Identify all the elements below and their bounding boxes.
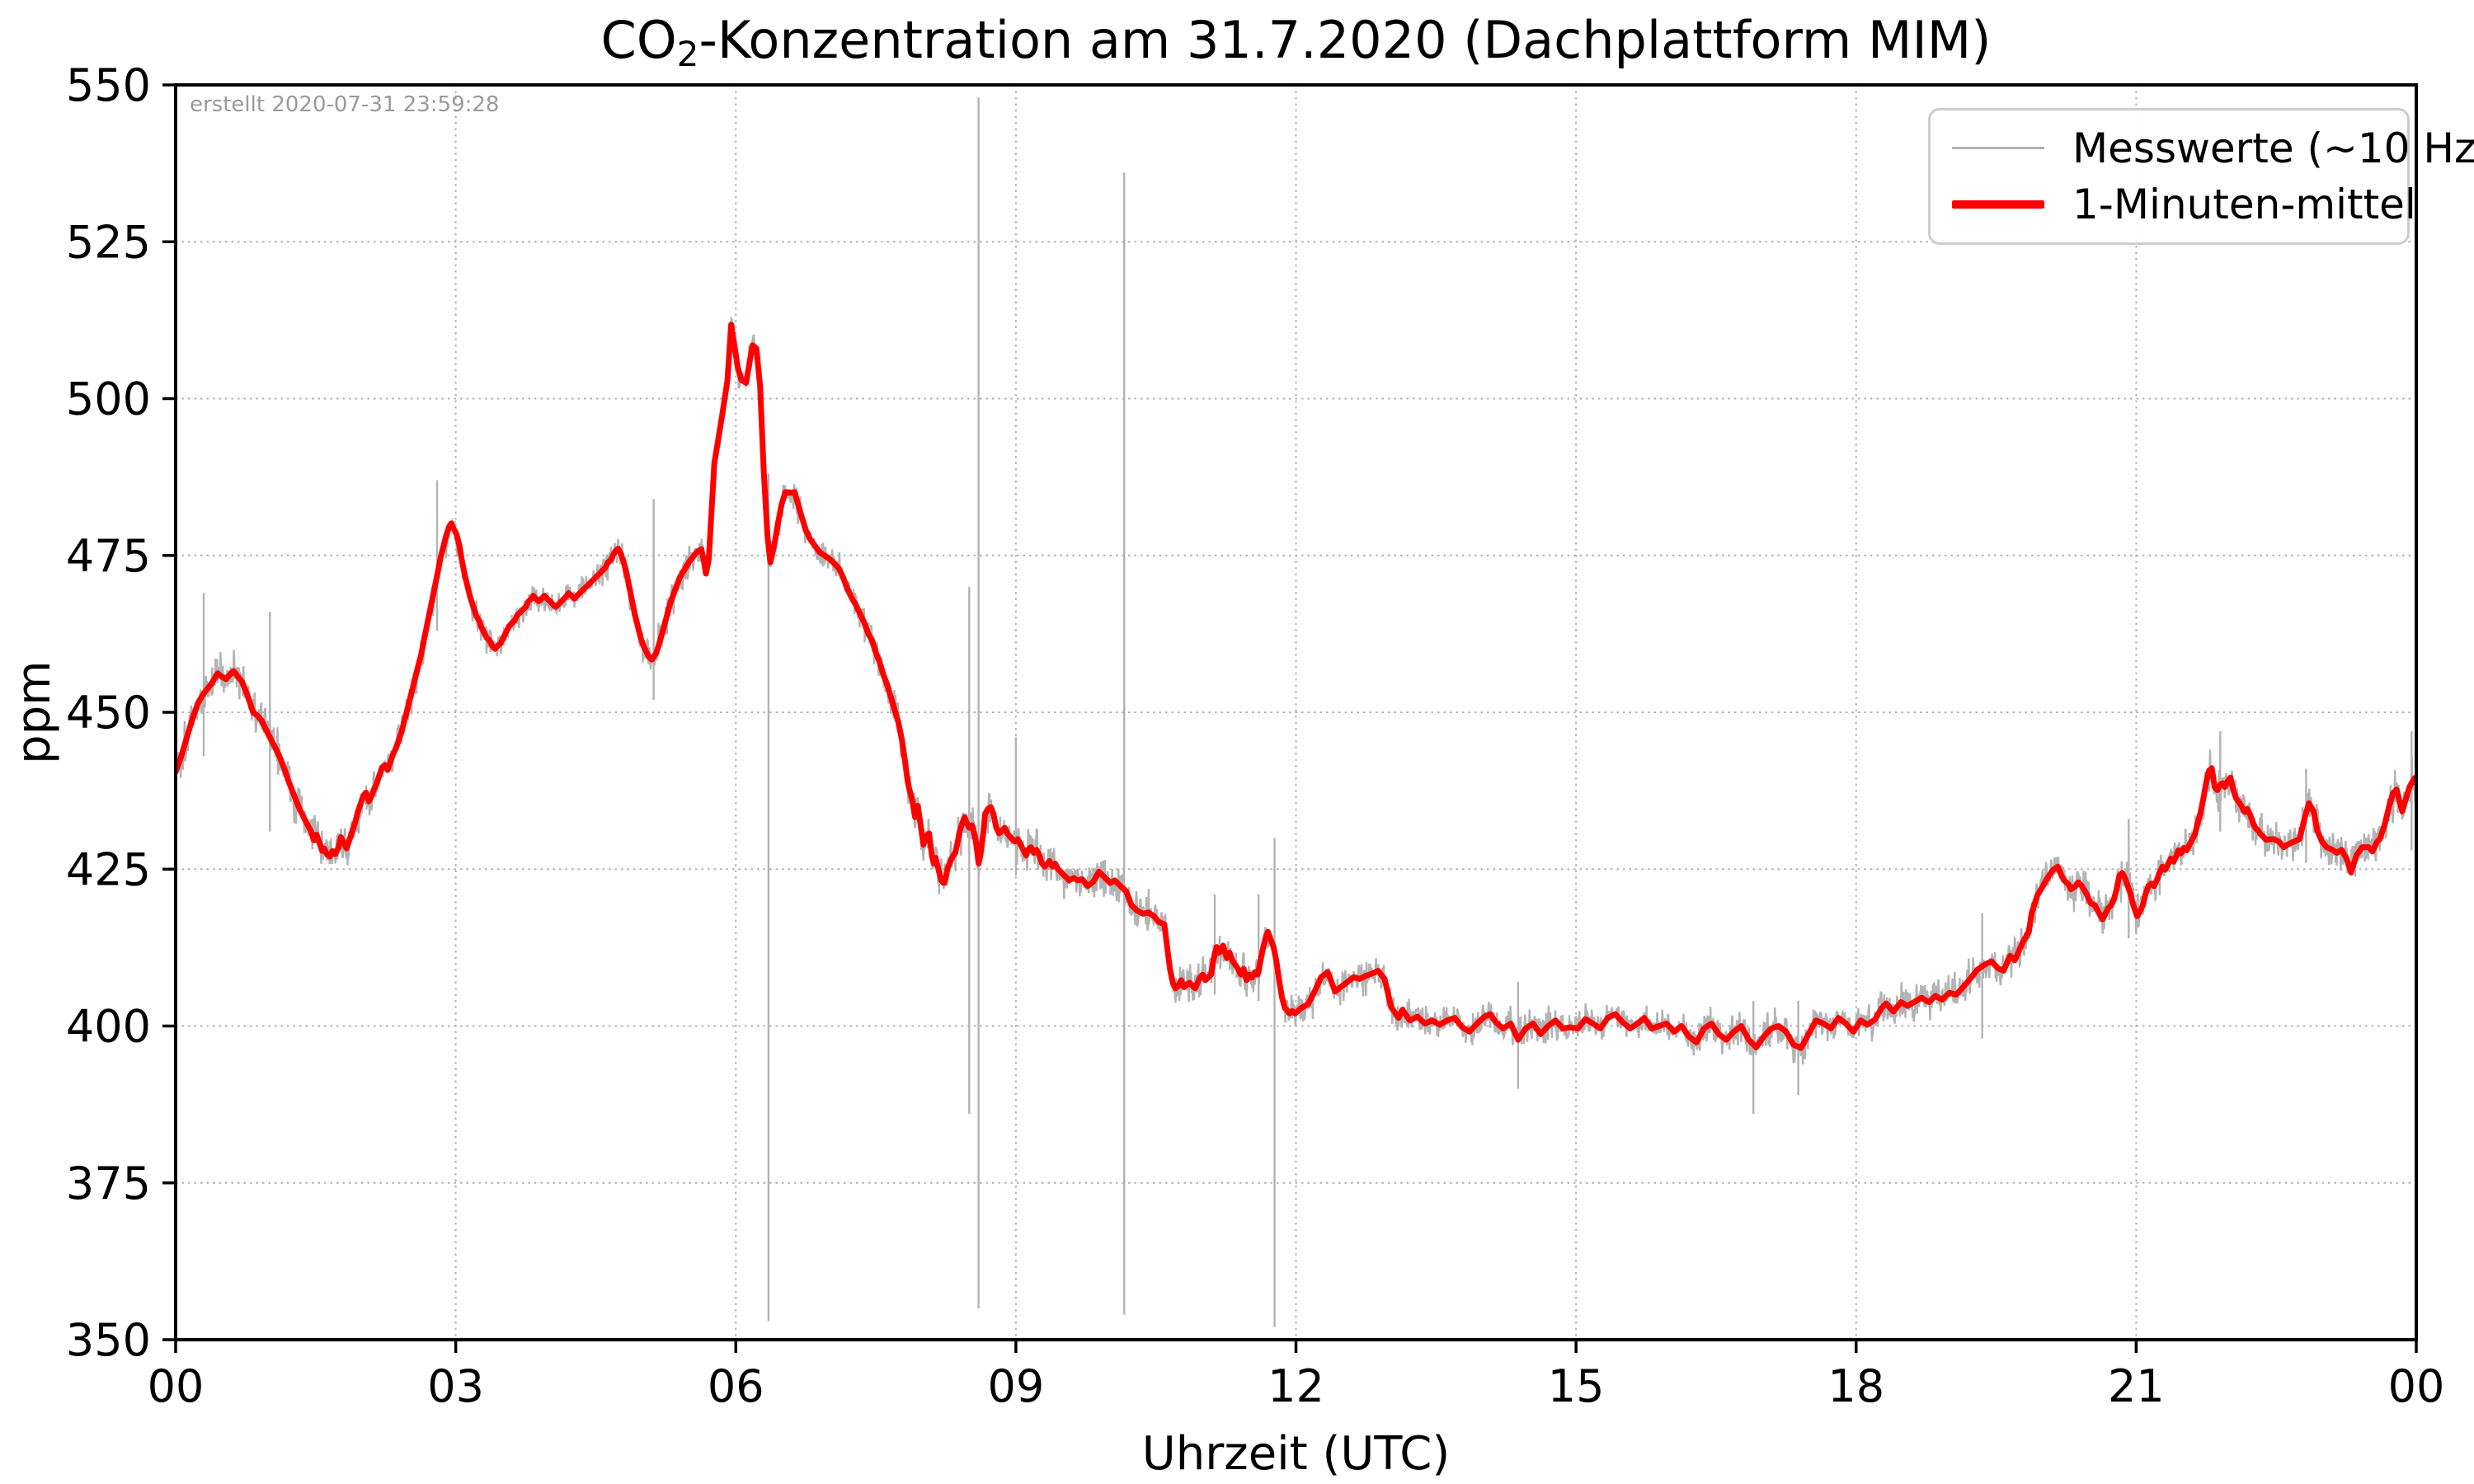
legend-item-minutenmittel: 1-Minuten-mittel (1952, 181, 2416, 228)
y-tick-label: 400 (66, 1001, 151, 1053)
y-tick-label: 475 (66, 530, 151, 582)
x-tick-label: 09 (988, 1360, 1045, 1412)
y-tick-label: 425 (66, 843, 151, 895)
tick-labels: 00 03 06 09 12 15 18 21 003503754004254504755005… (66, 59, 2444, 1412)
ticks (162, 83, 2418, 1353)
legend-gray-line-sample (1952, 147, 2044, 150)
x-tick-label: 06 (708, 1360, 764, 1412)
title-subscript: 2 (676, 34, 699, 75)
x-tick-label: 15 (1548, 1360, 1605, 1412)
legend-red-line-sample (1952, 200, 2044, 209)
y-tick-label: 375 (66, 1158, 151, 1209)
y-tick-label: 450 (66, 687, 151, 739)
legend-label-minutenmittel: 1-Minuten-mittel (2072, 181, 2416, 229)
x-tick-label: 03 (427, 1360, 484, 1412)
x-tick-label: 12 (1268, 1360, 1324, 1412)
y-tick-label: 550 (66, 59, 151, 111)
x-tick-label: 00 (148, 1360, 205, 1412)
y-tick-label: 500 (66, 373, 151, 425)
x-axis-label: Uhrzeit (UTC) (1142, 1427, 1450, 1481)
y-tick-label: 525 (66, 216, 151, 268)
chart-title: CO2-Konzentration am 31.7.2020 (Dachplat… (176, 10, 2416, 74)
y-axis-label: ppm (7, 660, 61, 764)
gridlines (175, 84, 2417, 1341)
created-timestamp: erstellt 2020-07-31 23:59:28 (190, 92, 500, 117)
legend-item-messwerte: Messwerte (~10 Hz) (1952, 124, 2474, 172)
legend-label-messwerte: Messwerte (~10 Hz) (2072, 124, 2474, 172)
title-text: CO (600, 10, 677, 70)
y-tick-label: 350 (66, 1314, 151, 1366)
x-tick-label: 18 (1827, 1360, 1884, 1412)
title-text-rest: -Konzentration am 31.7.2020 (Dachplattfo… (698, 10, 1992, 70)
legend: Messwerte (~10 Hz) 1-Minuten-mittel (1928, 108, 2474, 245)
minutenmittel-series (176, 322, 2416, 1051)
x-tick-label: 00 (2388, 1360, 2445, 1412)
x-tick-label: 21 (2108, 1360, 2165, 1412)
